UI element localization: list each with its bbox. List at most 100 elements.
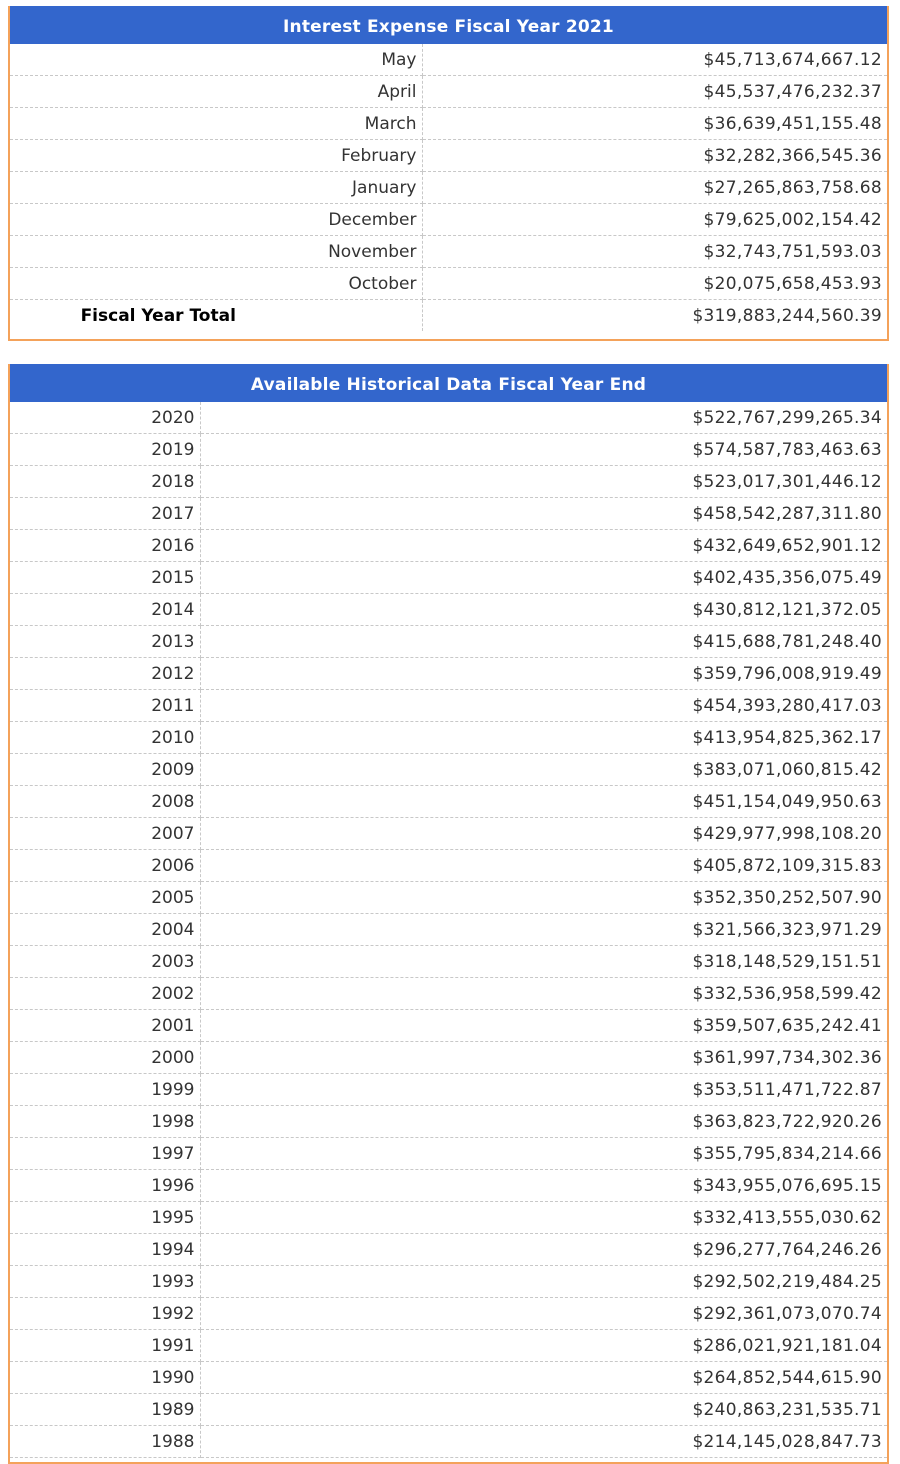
year-label: 1991 xyxy=(10,1329,201,1362)
year-label: 1990 xyxy=(10,1361,201,1394)
year-label: 2007 xyxy=(10,817,201,850)
month-amount: $32,282,366,545.36 xyxy=(422,139,887,172)
table-row: 1998 $363,823,722,920.26 xyxy=(10,1105,887,1138)
year-label: 2006 xyxy=(10,849,201,882)
year-amount: $292,361,073,070.74 xyxy=(200,1297,887,1330)
year-label: 2018 xyxy=(10,465,201,498)
year-amount: $286,021,921,181.04 xyxy=(200,1329,887,1362)
table-row: March $36,639,451,155.48 xyxy=(10,107,887,140)
year-amount: $429,977,998,108.20 xyxy=(200,817,887,850)
month-amount: $36,639,451,155.48 xyxy=(422,107,887,140)
table-row: December $79,625,002,154.42 xyxy=(10,203,887,236)
year-label: 1997 xyxy=(10,1137,201,1170)
table-row: 1996 $343,955,076,695.15 xyxy=(10,1169,887,1202)
year-label: 2011 xyxy=(10,689,201,722)
table-row: 2017 $458,542,287,311.80 xyxy=(10,497,887,530)
year-label: 2005 xyxy=(10,881,201,914)
year-label: 2013 xyxy=(10,625,201,658)
table-row: 1988 $214,145,028,847.73 xyxy=(10,1425,887,1458)
year-amount: $430,812,121,372.05 xyxy=(200,593,887,626)
table-row: 2013 $415,688,781,248.40 xyxy=(10,625,887,658)
year-amount: $292,502,219,484.25 xyxy=(200,1265,887,1298)
table-row: 2005 $352,350,252,507.90 xyxy=(10,881,887,914)
table-row: January $27,265,863,758.68 xyxy=(10,171,887,204)
table-row: 2016 $432,649,652,901.12 xyxy=(10,529,887,562)
current-fy-panel: Interest Expense Fiscal Year 2021 May $45… xyxy=(8,6,889,341)
month-amount: $32,743,751,593.03 xyxy=(422,235,887,268)
year-amount: $353,511,471,722.87 xyxy=(200,1073,887,1106)
historical-table: 2020 $522,767,299,265.34 2019 $574,587,783,… xyxy=(10,402,887,1458)
table-row: 2006 $405,872,109,315.83 xyxy=(10,849,887,882)
table-row: 2007 $429,977,998,108.20 xyxy=(10,817,887,850)
month-label: February xyxy=(10,139,423,172)
year-label: 1992 xyxy=(10,1297,201,1330)
year-amount: $383,071,060,815.42 xyxy=(200,753,887,786)
month-label: January xyxy=(10,171,423,204)
table-row: 2009 $383,071,060,815.42 xyxy=(10,753,887,786)
year-label: 2016 xyxy=(10,529,201,562)
table-row: May $45,713,674,667.12 xyxy=(10,44,887,76)
table-row: 2010 $413,954,825,362.17 xyxy=(10,721,887,754)
year-amount: $296,277,764,246.26 xyxy=(200,1233,887,1266)
year-label: 2017 xyxy=(10,497,201,530)
year-amount: $332,536,958,599.42 xyxy=(200,977,887,1010)
year-amount: $240,863,231,535.71 xyxy=(200,1393,887,1426)
year-amount: $405,872,109,315.83 xyxy=(200,849,887,882)
total-label: Fiscal Year Total xyxy=(10,299,423,331)
month-label: March xyxy=(10,107,423,140)
year-amount: $522,767,299,265.34 xyxy=(200,402,887,434)
month-amount: $20,075,658,453.93 xyxy=(422,267,887,300)
table-row: 1994 $296,277,764,246.26 xyxy=(10,1233,887,1266)
month-amount: $45,713,674,667.12 xyxy=(422,44,887,76)
table-row: 2014 $430,812,121,372.05 xyxy=(10,593,887,626)
table-row: 1995 $332,413,555,030.62 xyxy=(10,1201,887,1234)
table-row: April $45,537,476,232.37 xyxy=(10,75,887,108)
year-label: 2010 xyxy=(10,721,201,754)
table-row: 2002 $332,536,958,599.42 xyxy=(10,977,887,1010)
year-amount: $363,823,722,920.26 xyxy=(200,1105,887,1138)
historical-title: Available Historical Data Fiscal Year En… xyxy=(10,364,887,402)
table-row: February $32,282,366,545.36 xyxy=(10,139,887,172)
year-label: 2015 xyxy=(10,561,201,594)
year-amount: $574,587,783,463.63 xyxy=(200,433,887,466)
current-fy-title: Interest Expense Fiscal Year 2021 xyxy=(10,6,887,44)
year-amount: $413,954,825,362.17 xyxy=(200,721,887,754)
year-amount: $361,997,734,302.36 xyxy=(200,1041,887,1074)
year-label: 1993 xyxy=(10,1265,201,1298)
historical-panel: Available Historical Data Fiscal Year En… xyxy=(8,364,889,1464)
month-label: December xyxy=(10,203,423,236)
year-amount: $352,350,252,507.90 xyxy=(200,881,887,914)
year-amount: $321,566,323,971.29 xyxy=(200,913,887,946)
year-amount: $343,955,076,695.15 xyxy=(200,1169,887,1202)
year-amount: $458,542,287,311.80 xyxy=(200,497,887,530)
month-amount: $45,537,476,232.37 xyxy=(422,75,887,108)
year-label: 2012 xyxy=(10,657,201,690)
table-row: 1997 $355,795,834,214.66 xyxy=(10,1137,887,1170)
total-amount: $319,883,244,560.39 xyxy=(692,305,882,326)
year-amount: $318,148,529,151.51 xyxy=(200,945,887,978)
year-amount: $451,154,049,950.63 xyxy=(200,785,887,818)
month-label: May xyxy=(10,44,423,76)
table-row: 2018 $523,017,301,446.12 xyxy=(10,465,887,498)
year-label: 1988 xyxy=(10,1425,201,1458)
year-label: 1998 xyxy=(10,1105,201,1138)
year-amount: $415,688,781,248.40 xyxy=(200,625,887,658)
month-label: November xyxy=(10,235,423,268)
year-label: 2004 xyxy=(10,913,201,946)
year-label: 1994 xyxy=(10,1233,201,1266)
year-amount: $355,795,834,214.66 xyxy=(200,1137,887,1170)
year-label: 1989 xyxy=(10,1393,201,1426)
year-label: 1996 xyxy=(10,1169,201,1202)
month-label: April xyxy=(10,75,423,108)
year-amount: $359,507,635,242.41 xyxy=(200,1009,887,1042)
year-label: 2003 xyxy=(10,945,201,978)
year-label: 2008 xyxy=(10,785,201,818)
year-amount: $332,413,555,030.62 xyxy=(200,1201,887,1234)
year-label: 2009 xyxy=(10,753,201,786)
year-label: 2000 xyxy=(10,1041,201,1074)
table-row: 2000 $361,997,734,302.36 xyxy=(10,1041,887,1074)
table-row: 2003 $318,148,529,151.51 xyxy=(10,945,887,978)
current-fy-table: May $45,713,674,667.12 April $45,537,476,23… xyxy=(10,44,887,331)
month-amount: $79,625,002,154.42 xyxy=(422,203,887,236)
table-row: 1993 $292,502,219,484.25 xyxy=(10,1265,887,1298)
